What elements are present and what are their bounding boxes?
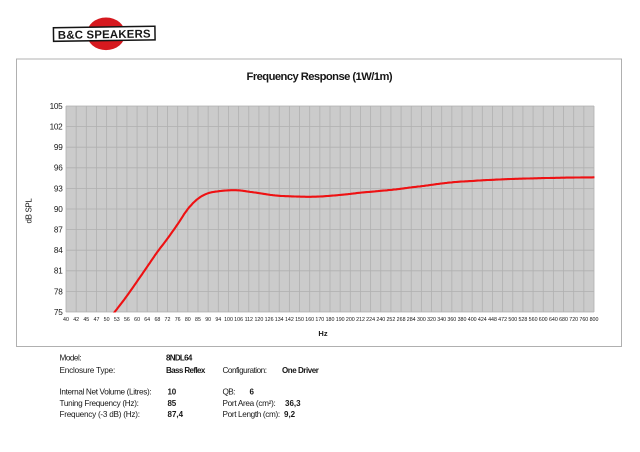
- svg-text:640: 640: [549, 317, 558, 323]
- svg-text:320: 320: [427, 317, 436, 323]
- svg-text:94: 94: [215, 317, 221, 323]
- svg-text:47: 47: [94, 317, 100, 323]
- svg-text:85: 85: [168, 399, 177, 408]
- svg-text:One Driver: One Driver: [282, 366, 319, 375]
- svg-text:102: 102: [50, 123, 64, 132]
- svg-text:Hz: Hz: [318, 329, 327, 338]
- svg-text:300: 300: [417, 317, 426, 323]
- svg-text:800: 800: [590, 317, 599, 323]
- svg-text:53: 53: [114, 317, 120, 323]
- svg-text:40: 40: [63, 317, 69, 323]
- svg-text:Tuning Frequency (Hz):: Tuning Frequency (Hz):: [60, 399, 139, 408]
- svg-text:142: 142: [285, 317, 294, 323]
- svg-text:85: 85: [195, 317, 201, 323]
- svg-text:760: 760: [579, 317, 588, 323]
- svg-text:268: 268: [397, 317, 406, 323]
- svg-text:600: 600: [539, 317, 548, 323]
- svg-text:212: 212: [356, 317, 365, 323]
- svg-text:93: 93: [54, 184, 63, 193]
- svg-text:10: 10: [168, 388, 177, 397]
- svg-text:90: 90: [54, 205, 63, 214]
- svg-text:472: 472: [498, 317, 507, 323]
- svg-text:448: 448: [488, 317, 497, 323]
- svg-text:Internal Net Volume (Litres):: Internal Net Volume (Litres):: [60, 388, 152, 397]
- svg-text:252: 252: [386, 317, 395, 323]
- svg-text:76: 76: [175, 317, 181, 323]
- svg-text:42: 42: [73, 317, 79, 323]
- svg-text:400: 400: [468, 317, 477, 323]
- svg-text:340: 340: [437, 317, 446, 323]
- svg-text:112: 112: [245, 317, 253, 323]
- svg-text:500: 500: [508, 317, 517, 323]
- svg-text:dB SPL: dB SPL: [25, 198, 34, 224]
- svg-text:9,2: 9,2: [284, 410, 296, 419]
- svg-text:75: 75: [54, 308, 63, 317]
- svg-text:68: 68: [154, 317, 160, 323]
- svg-text:680: 680: [559, 317, 568, 323]
- svg-text:84: 84: [54, 246, 63, 255]
- svg-text:96: 96: [54, 164, 63, 173]
- svg-text:160: 160: [305, 317, 314, 323]
- svg-text:45: 45: [83, 317, 89, 323]
- svg-text:380: 380: [458, 317, 467, 323]
- svg-text:360: 360: [447, 317, 456, 323]
- svg-text:50: 50: [104, 317, 110, 323]
- svg-text:36,3: 36,3: [285, 399, 301, 408]
- svg-text:Frequency (-3 dB) (Hz):: Frequency (-3 dB) (Hz):: [60, 410, 140, 419]
- svg-text:78: 78: [54, 287, 63, 296]
- svg-text:150: 150: [295, 317, 304, 323]
- svg-text:120: 120: [254, 317, 263, 323]
- svg-text:72: 72: [165, 317, 171, 323]
- svg-text:8NDL64: 8NDL64: [166, 353, 193, 362]
- svg-text:134: 134: [275, 317, 284, 323]
- svg-text:105: 105: [50, 102, 64, 111]
- svg-text:64: 64: [144, 317, 150, 323]
- svg-text:200: 200: [346, 317, 355, 323]
- svg-text:60: 60: [134, 317, 140, 323]
- svg-text:Frequency Response (1W/1m): Frequency Response (1W/1m): [247, 71, 393, 83]
- svg-text:90: 90: [205, 317, 211, 323]
- svg-text:224: 224: [366, 317, 375, 323]
- svg-text:126: 126: [265, 317, 274, 323]
- svg-text:Model:: Model:: [60, 353, 82, 362]
- svg-text:720: 720: [569, 317, 578, 323]
- svg-text:170: 170: [315, 317, 324, 323]
- svg-text:240: 240: [376, 317, 385, 323]
- svg-text:100: 100: [224, 317, 233, 323]
- svg-text:190: 190: [336, 317, 345, 323]
- svg-text:528: 528: [518, 317, 527, 323]
- svg-text:6: 6: [250, 388, 255, 397]
- svg-text:424: 424: [478, 317, 487, 323]
- svg-text:560: 560: [529, 317, 538, 323]
- svg-text:99: 99: [54, 143, 63, 152]
- svg-text:Enclosure Type:: Enclosure Type:: [60, 366, 116, 375]
- svg-text:87: 87: [54, 226, 63, 235]
- svg-text:Port Length (cm):: Port Length (cm):: [223, 410, 280, 419]
- svg-text:Configuration:: Configuration:: [223, 366, 267, 375]
- svg-text:81: 81: [54, 267, 63, 276]
- svg-text:56: 56: [124, 317, 130, 323]
- svg-text:284: 284: [407, 317, 416, 323]
- svg-text:106: 106: [234, 317, 243, 323]
- svg-text:QB:: QB:: [223, 388, 236, 397]
- svg-text:B&C SPEAKERS: B&C SPEAKERS: [58, 29, 151, 42]
- svg-text:87,4: 87,4: [168, 410, 184, 419]
- svg-text:Bass Reflex: Bass Reflex: [166, 366, 206, 375]
- svg-text:80: 80: [185, 317, 191, 323]
- svg-text:180: 180: [326, 317, 335, 323]
- svg-text:Port Area (cm²):: Port Area (cm²):: [223, 399, 276, 408]
